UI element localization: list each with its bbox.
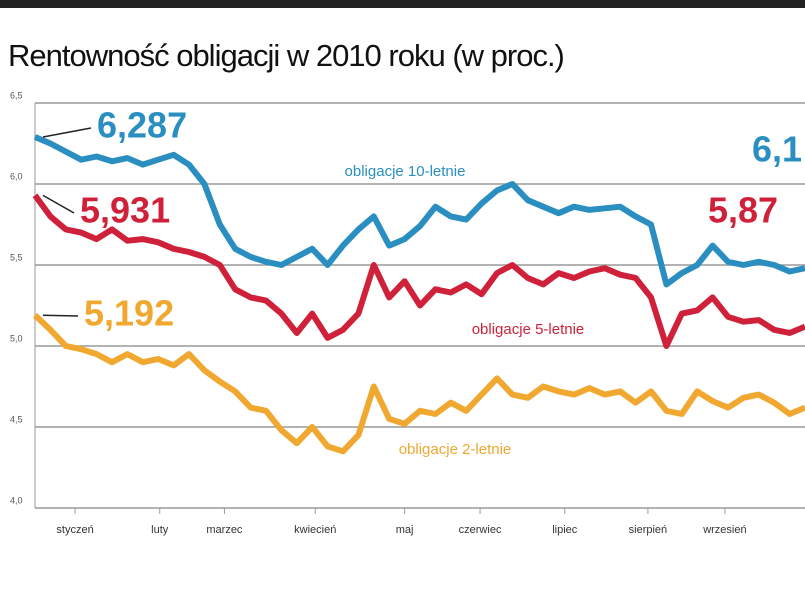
series-label: obligacje 5-letnie: [472, 321, 585, 338]
y-tick-label: 6,5: [10, 90, 23, 100]
value-annotation: 5,87: [708, 190, 778, 231]
annotation-leader: [42, 314, 79, 317]
top-bar: [0, 0, 805, 8]
series-line: [33, 134, 805, 288]
y-tick-label: 4,0: [10, 495, 23, 505]
series-label: obligacje 2-letnie: [399, 441, 512, 458]
x-tick-label: sierpień: [629, 524, 668, 536]
x-tick-label: marzec: [206, 524, 243, 536]
x-tick-label: styczeń: [56, 524, 93, 536]
y-tick-label: 6,0: [10, 171, 23, 181]
value-annotation: 5,931: [80, 190, 170, 231]
value-annotation: 6,1: [752, 129, 802, 170]
x-tick-label: kwiecień: [294, 524, 336, 536]
y-tick-label: 5,0: [10, 333, 23, 343]
chart-title: Rentowność obligacji w 2010 roku (w proc…: [8, 38, 564, 73]
value-annotation: 5,192: [84, 293, 174, 334]
y-tick-label: 4,5: [10, 414, 23, 424]
value-annotation: 6,287: [97, 105, 187, 146]
x-tick-label: maj: [396, 524, 414, 536]
series-line: [32, 193, 805, 349]
x-tick-label: czerwiec: [459, 524, 502, 536]
x-tick-label: lipiec: [552, 524, 578, 536]
series-label: obligacje 10-letnie: [345, 163, 466, 180]
x-tick-label: luty: [151, 524, 169, 536]
annotation-leader: [42, 127, 92, 138]
y-tick-label: 5,5: [10, 252, 23, 262]
annotation-leader: [42, 194, 75, 214]
x-tick-label: wrzesień: [702, 524, 746, 536]
series-line: [32, 313, 805, 455]
